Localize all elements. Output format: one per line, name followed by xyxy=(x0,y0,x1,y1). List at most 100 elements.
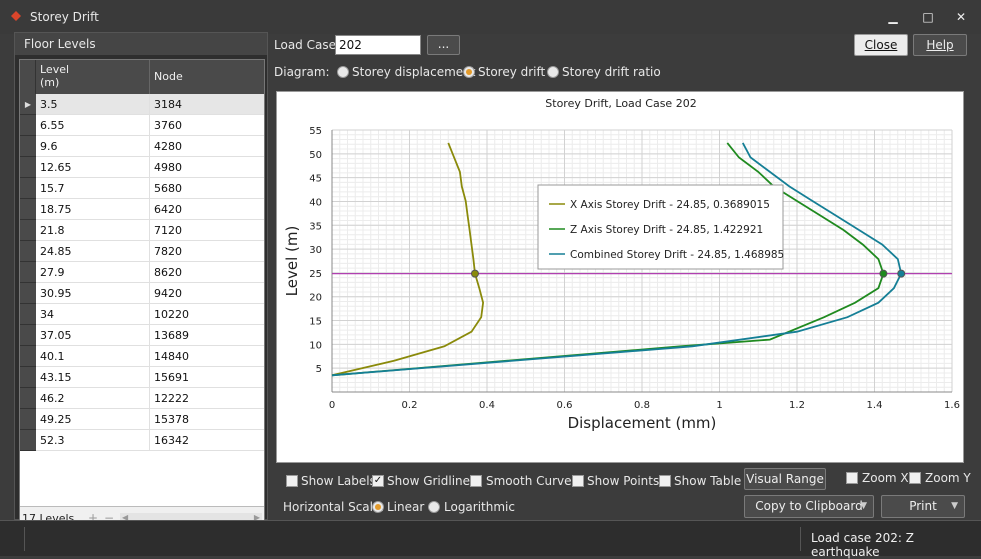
cell-level[interactable]: 9.6 xyxy=(36,136,150,157)
table-row[interactable]: 43.15 15691 xyxy=(20,367,264,388)
radio-storey-displacement[interactable] xyxy=(337,66,349,78)
table-row[interactable]: 40.1 14840 xyxy=(20,346,264,367)
row-indicator[interactable] xyxy=(20,304,36,325)
row-indicator[interactable] xyxy=(20,367,36,388)
table-row[interactable]: 6.55 3760 xyxy=(20,115,264,136)
close-icon[interactable]: ✕ xyxy=(955,10,967,24)
minimize-icon[interactable]: ▁ xyxy=(888,10,898,24)
table-row[interactable]: 34 10220 xyxy=(20,304,264,325)
cell-level[interactable]: 21.8 xyxy=(36,220,150,241)
cell-node[interactable]: 3760 xyxy=(154,119,182,132)
cell-level[interactable]: 27.9 xyxy=(36,262,150,283)
row-indicator[interactable] xyxy=(20,283,36,304)
copy-to-clipboard-button[interactable]: Copy to Clipboard ▼ xyxy=(744,495,874,518)
radio-storey-drift-ratio[interactable] xyxy=(547,66,559,78)
cell-level[interactable]: 43.15 xyxy=(36,367,150,388)
current-row-icon[interactable]: ▶ xyxy=(20,94,36,115)
browse-load-case-button[interactable]: ... xyxy=(427,35,460,55)
row-indicator[interactable] xyxy=(20,115,36,136)
cell-level[interactable]: 40.1 xyxy=(36,346,150,367)
cell-node[interactable]: 9420 xyxy=(154,287,182,300)
cell-level[interactable]: 6.55 xyxy=(36,115,150,136)
maximize-icon[interactable]: □ xyxy=(922,10,934,24)
smooth-curves-checkbox[interactable] xyxy=(470,475,482,487)
table-row[interactable]: 27.9 8620 xyxy=(20,262,264,283)
cell-node[interactable]: 7820 xyxy=(154,245,182,258)
cell-node[interactable]: 6420 xyxy=(154,203,182,216)
cell-level[interactable]: 30.95 xyxy=(36,283,150,304)
cell-node[interactable]: 4280 xyxy=(154,140,182,153)
row-indicator[interactable] xyxy=(20,430,36,451)
radio-scale-logarithmic[interactable] xyxy=(428,501,440,513)
cell-node[interactable]: 16342 xyxy=(154,434,189,447)
row-indicator[interactable] xyxy=(20,388,36,409)
show-labels-checkbox[interactable] xyxy=(286,475,298,487)
help-button[interactable]: Help xyxy=(913,34,967,56)
table-row[interactable]: ▶ 3.5 3184 xyxy=(20,94,264,115)
cell-level[interactable]: 49.25 xyxy=(36,409,150,430)
table-row[interactable]: 49.25 15378 xyxy=(20,409,264,430)
load-case-input[interactable] xyxy=(335,35,421,55)
table-row[interactable]: 37.05 13689 xyxy=(20,325,264,346)
drift-chart[interactable]: 0 0.2 0.4 0.6 0.8 1 1.2 1.4 1.6 5 10 15 20 25 30 35 40 45… xyxy=(276,91,964,463)
cell-node[interactable]: 15378 xyxy=(154,413,189,426)
cell-node[interactable]: 4980 xyxy=(154,161,182,174)
table-row[interactable]: 46.2 12222 xyxy=(20,388,264,409)
row-indicator[interactable] xyxy=(20,346,36,367)
radio-scale-linear[interactable] xyxy=(372,501,384,513)
cell-node[interactable]: 3184 xyxy=(154,98,182,111)
table-row[interactable]: 12.65 4980 xyxy=(20,157,264,178)
radio-storey-drift[interactable] xyxy=(463,66,475,78)
cell-level[interactable]: 3.5 xyxy=(36,94,150,115)
cell-node[interactable]: 15691 xyxy=(154,371,189,384)
row-indicator[interactable] xyxy=(20,136,36,157)
column-header-node[interactable]: Node xyxy=(154,70,183,83)
table-row[interactable]: 9.6 4280 xyxy=(20,136,264,157)
cell-node[interactable]: 7120 xyxy=(154,224,182,237)
zoom-x-checkbox[interactable] xyxy=(846,472,858,484)
remove-level-icon[interactable]: − xyxy=(103,511,115,525)
table-row[interactable]: 24.85 7820 xyxy=(20,241,264,262)
table-row[interactable]: 18.75 6420 xyxy=(20,199,264,220)
cell-node[interactable]: 5680 xyxy=(154,182,182,195)
zoom-y-checkbox[interactable] xyxy=(909,472,921,484)
cell-level[interactable]: 52.3 xyxy=(36,430,150,451)
row-indicator[interactable] xyxy=(20,325,36,346)
visual-range-button[interactable]: Visual Range xyxy=(744,468,826,490)
horizontal-scale-label: Horizontal Scale: xyxy=(283,500,385,514)
show-gridlines-checkbox[interactable]: ✓ xyxy=(372,475,384,487)
cell-level[interactable]: 37.05 xyxy=(36,325,150,346)
cell-level[interactable]: 18.75 xyxy=(36,199,150,220)
table-row[interactable]: 15.7 5680 xyxy=(20,178,264,199)
radio-storey-displacement-label: Storey displacement xyxy=(352,65,476,79)
cell-node[interactable]: 14840 xyxy=(154,350,189,363)
table-row[interactable]: 30.95 9420 xyxy=(20,283,264,304)
cell-node[interactable]: 8620 xyxy=(154,266,182,279)
print-button[interactable]: Print ▼ xyxy=(881,495,965,518)
row-indicator[interactable] xyxy=(20,409,36,430)
close-button[interactable]: Close xyxy=(854,34,908,56)
cell-node[interactable]: 10220 xyxy=(154,308,189,321)
cell-level[interactable]: 24.85 xyxy=(36,241,150,262)
scroll-right-icon[interactable]: ▶ xyxy=(253,513,260,522)
cell-level[interactable]: 12.65 xyxy=(36,157,150,178)
cell-level[interactable]: 15.7 xyxy=(36,178,150,199)
row-indicator[interactable] xyxy=(20,157,36,178)
table-row[interactable]: 21.8 7120 xyxy=(20,220,264,241)
scroll-left-icon[interactable]: ◀ xyxy=(122,513,129,522)
row-indicator[interactable] xyxy=(20,199,36,220)
cell-level[interactable]: 34 xyxy=(36,304,150,325)
cell-level[interactable]: 46.2 xyxy=(36,388,150,409)
show-table-checkbox[interactable] xyxy=(659,475,671,487)
add-level-icon[interactable]: + xyxy=(87,511,99,525)
row-indicator[interactable] xyxy=(20,262,36,283)
cell-node[interactable]: 13689 xyxy=(154,329,189,342)
floor-levels-grid[interactable]: Level (m) Node ▶ 3.5 3184 6.55 3760 9.6 4280 12… xyxy=(19,59,265,531)
row-indicator[interactable] xyxy=(20,178,36,199)
cell-node[interactable]: 12222 xyxy=(154,392,189,405)
row-indicator[interactable] xyxy=(20,241,36,262)
row-indicator[interactable] xyxy=(20,220,36,241)
show-points-checkbox[interactable] xyxy=(572,475,584,487)
table-row[interactable]: 52.3 16342 xyxy=(20,430,264,451)
column-header-level[interactable]: Level (m) xyxy=(36,60,150,94)
